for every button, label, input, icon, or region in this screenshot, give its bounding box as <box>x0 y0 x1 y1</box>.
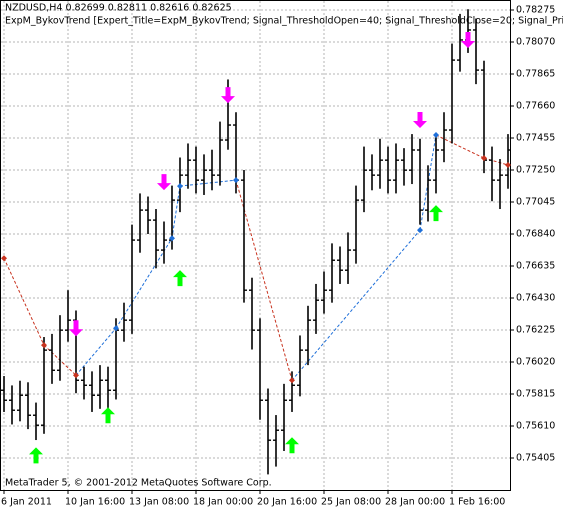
chart-title: NZDUSD,H4 0.82699 0.82811 0.82616 0.8262… <box>5 3 232 14</box>
zigzag-point <box>417 227 423 234</box>
zigzag-segment <box>435 134 485 159</box>
x-tick-label: 20 Jan 16:00 <box>257 497 317 508</box>
zigzag-segment <box>75 327 117 376</box>
y-tick-label: 0.77455 <box>516 132 555 143</box>
grid-layer <box>1 1 510 490</box>
zigzag-segment <box>3 257 45 346</box>
y-tick-label: 0.77045 <box>516 196 555 207</box>
y-tick-label: 0.78070 <box>516 36 555 47</box>
y-tick-label: 0.76430 <box>516 292 555 303</box>
sell-arrow <box>69 320 83 337</box>
zigzag-point <box>481 155 487 162</box>
sell-arrow <box>157 174 171 191</box>
x-tick-label: 25 Jan 08:00 <box>321 497 381 508</box>
zigzag-point <box>113 325 119 332</box>
zigzag-segment <box>483 157 509 166</box>
buy-arrow <box>285 437 299 454</box>
y-tick-label: 0.77865 <box>516 68 555 79</box>
x-tick-label: 10 Jan 16:00 <box>65 497 125 508</box>
zigzag-point <box>1 255 7 262</box>
zigzag-point <box>233 177 239 184</box>
zigzag-point <box>289 377 295 384</box>
zigzag-point <box>169 235 175 242</box>
zigzag-segment <box>419 134 437 231</box>
zigzag-segment <box>291 229 421 381</box>
y-tick-label: 0.76020 <box>516 356 555 367</box>
zigzag-segment <box>179 179 237 187</box>
zigzag-point <box>433 132 439 139</box>
zigzag-point <box>41 342 47 349</box>
y-tick-label: 0.77660 <box>516 100 555 111</box>
y-tick-label: 0.77250 <box>516 164 555 175</box>
zigzag-segment <box>171 185 181 239</box>
zigzag-segment <box>115 237 173 329</box>
y-tick-label: 0.76635 <box>516 260 555 271</box>
buy-arrow <box>101 407 115 424</box>
zigzag-point <box>505 161 511 168</box>
buy-arrow <box>429 205 443 222</box>
mark-layer <box>1 9 511 475</box>
y-tick-label: 0.75610 <box>516 420 555 431</box>
y-tick-label: 0.75405 <box>516 452 555 463</box>
y-tick-label: 0.75815 <box>516 388 555 399</box>
buy-arrow <box>29 447 43 464</box>
y-tick-label: 0.76225 <box>516 324 555 335</box>
sell-arrow <box>221 87 235 104</box>
sell-arrow <box>413 112 427 129</box>
footer: MetaTrader 5, © 2001-2012 MetaQuotes Sof… <box>5 478 272 489</box>
buy-arrow <box>173 270 187 287</box>
y-tick-label: 0.76840 <box>516 228 555 239</box>
chart-subtitle: ExpM_BykovTrend [Expert_Title=ExpM_Bykov… <box>5 16 563 27</box>
x-tick-label: 13 Jan 08:00 <box>129 497 189 508</box>
zigzag-point <box>177 183 183 190</box>
x-tick-label: 6 Jan 2011 <box>1 497 52 508</box>
plot-frame <box>0 0 511 491</box>
x-tick-label: 1 Feb 16:00 <box>449 497 505 508</box>
y-tick-label: 0.78275 <box>516 4 555 15</box>
sell-arrow <box>461 31 475 48</box>
x-tick-label: 18 Jan 00:00 <box>193 497 253 508</box>
zigzag-point <box>73 372 79 379</box>
x-tick-label: 28 Jan 00:00 <box>385 497 445 508</box>
